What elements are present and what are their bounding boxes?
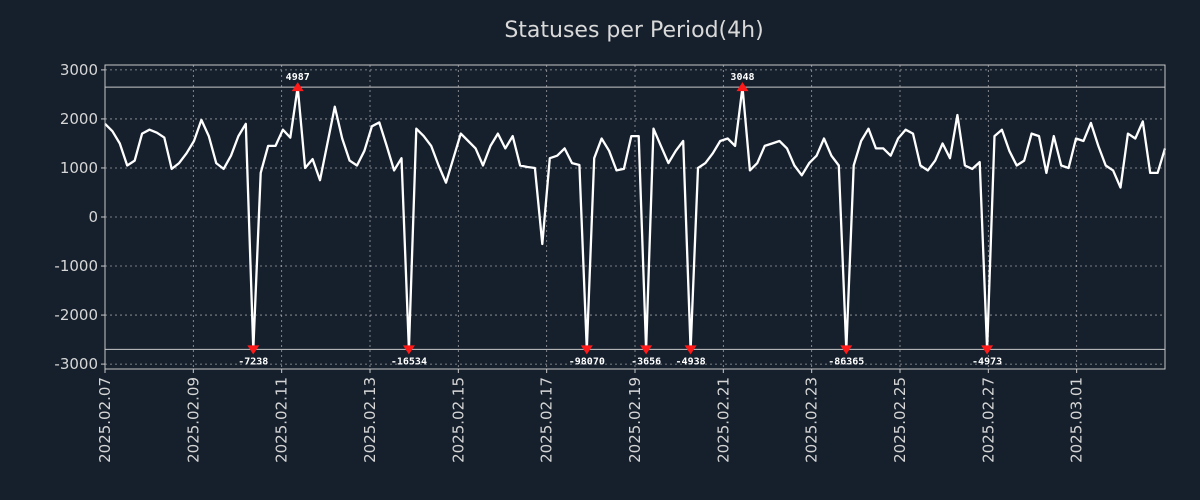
trough-label: -4938 (676, 356, 706, 367)
series-line-group (104, 85, 1167, 351)
trough-marker (981, 345, 994, 355)
x-tick-label: 2025.02.09 (184, 377, 202, 463)
y-tick-label: 2000 (60, 110, 98, 128)
x-tick-label: 2025.02.07 (96, 377, 114, 463)
trough-marker (640, 345, 653, 355)
peak-marker (291, 82, 304, 92)
y-tick-label: -1000 (54, 257, 98, 275)
y-tick-label: -2000 (54, 306, 98, 324)
y-tick-label: -3000 (54, 355, 98, 373)
trough-marker (840, 345, 853, 355)
trough-label: -3656 (631, 356, 661, 367)
trough-marker (247, 345, 260, 355)
x-tick-label: 2025.03.01 (1068, 377, 1086, 463)
annotation-markers: -7238 4987 -16534 -98070 -3656 -4938 3048 -8636… (238, 72, 1002, 367)
x-tick-label: 2025.02.13 (361, 377, 379, 463)
y-tick-label: 1000 (60, 159, 98, 177)
trough-label: -4973 (972, 356, 1002, 367)
x-tick-label: 2025.02.23 (803, 377, 821, 463)
x-tick-label: 2025.02.15 (449, 377, 467, 463)
trough-label: -16534 (391, 356, 427, 367)
trough-label: -7238 (238, 356, 268, 367)
chart-title: Statuses per Period(4h) (504, 18, 763, 43)
x-tick-label: 2025.02.19 (626, 377, 644, 463)
grid (104, 65, 1165, 369)
x-tick-label: 2025.02.25 (891, 377, 909, 463)
x-tick-label: 2025.02.11 (273, 377, 291, 463)
series-line (104, 85, 1167, 351)
x-tick-label: 2025.02.21 (714, 377, 732, 463)
trough-label: -86365 (828, 356, 864, 367)
trough-marker (402, 345, 415, 355)
axes: 3000 2000 1000 0 -1000 -2000 -3000 2025.02.07 20… (54, 61, 1166, 463)
x-tick-label: 2025.02.27 (979, 377, 997, 463)
y-tick-label: 3000 (60, 61, 98, 79)
trough-label: -98070 (569, 356, 605, 367)
peak-label: 4987 (286, 72, 310, 83)
trough-marker (684, 345, 697, 355)
y-tick-label: 0 (88, 208, 98, 226)
x-tick-label: 2025.02.17 (538, 377, 556, 463)
peak-label: 3048 (730, 72, 754, 83)
plot-frame (104, 64, 1166, 370)
peak-marker (736, 82, 749, 92)
trough-marker (580, 345, 593, 355)
